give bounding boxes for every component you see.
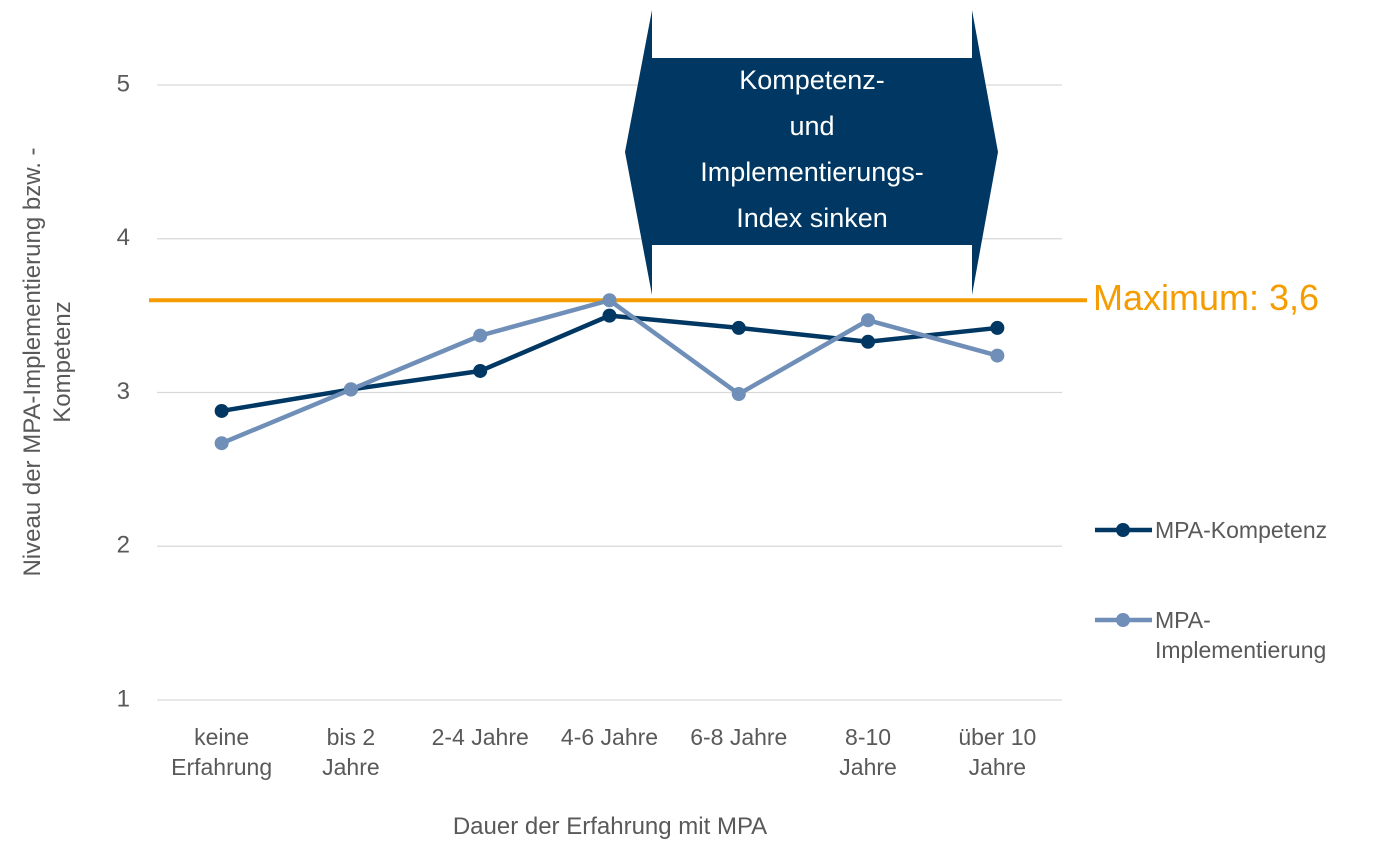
annotation-text: Index sinken (736, 203, 888, 233)
x-tick-label: 8-10 Jahre (839, 724, 897, 780)
data-point (602, 308, 617, 323)
reference-label: Maximum: 3,6 (1093, 277, 1319, 318)
data-point (214, 436, 229, 451)
x-tick-label: keine Erfahrung (171, 724, 273, 780)
x-axis-label: Dauer der Erfahrung mit MPA (452, 813, 768, 840)
legend-label: MPA-Implementierung (1155, 607, 1327, 663)
annotation-text: Kompetenz- (739, 65, 885, 95)
data-point (602, 293, 617, 308)
x-tick-label: 6-8 Jahre (690, 724, 788, 750)
y-tick-label: 2 (117, 532, 130, 559)
y-tick-label: 1 (117, 685, 130, 712)
data-point (473, 363, 488, 378)
data-point (990, 348, 1005, 363)
data-point (861, 334, 876, 349)
annotation-text: und (789, 111, 834, 141)
y-tick-label: 3 (117, 378, 130, 405)
y-tick-label: 5 (117, 70, 130, 97)
legend-label: MPA-Kompetenz (1155, 517, 1328, 543)
x-tick-label: über 10 Jahre (958, 724, 1037, 780)
data-point (731, 320, 746, 335)
data-point (990, 320, 1005, 335)
data-point (343, 382, 358, 397)
annotation-arrow (625, 10, 998, 295)
legend-marker (1116, 523, 1130, 537)
y-tick-label: 4 (117, 224, 130, 251)
x-tick-label: 4-6 Jahre (560, 724, 659, 750)
data-point (861, 313, 876, 328)
y-axis-label: Niveau der MPA-Implementierung bzw. -Kom… (19, 147, 76, 577)
data-point (473, 328, 488, 343)
x-tick-label: bis 2 Jahre (322, 724, 380, 780)
annotation-text: Implementierungs- (700, 157, 924, 187)
data-point (731, 387, 746, 402)
legend-marker (1116, 613, 1130, 627)
data-point (214, 403, 229, 418)
x-tick-label: 2-4 Jahre (431, 724, 529, 750)
